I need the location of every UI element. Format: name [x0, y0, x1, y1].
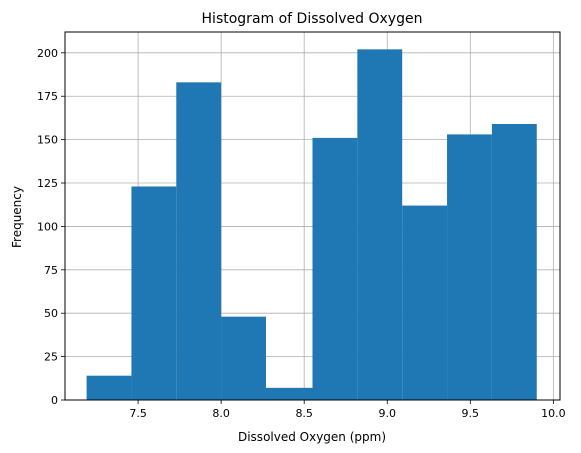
histogram-bar — [447, 134, 492, 400]
histogram-bar — [357, 49, 403, 400]
histogram-bar — [131, 186, 177, 400]
histogram-bar — [176, 82, 222, 400]
y-tick-label: 75 — [44, 264, 58, 277]
histogram-bar — [402, 205, 448, 400]
x-tick-label: 7.5 — [129, 407, 147, 420]
x-axis-label: Dissolved Oxygen (ppm) — [238, 430, 386, 444]
x-tick-label: 8.5 — [295, 407, 313, 420]
histogram-bar — [265, 387, 313, 400]
y-tick-label: 150 — [37, 134, 58, 147]
y-tick-label: 50 — [44, 307, 58, 320]
x-tick-label: 9.5 — [462, 407, 480, 420]
plot-frame — [64, 31, 561, 401]
histogram-bar — [221, 316, 266, 400]
y-tick-label: 25 — [44, 351, 58, 364]
x-tick-label: 10.0 — [541, 407, 566, 420]
y-tick-label: 125 — [37, 177, 58, 190]
y-axis-label: Frequency — [10, 186, 24, 248]
y-tick-label: 100 — [37, 220, 58, 233]
x-tick-label: 8.0 — [212, 407, 230, 420]
y-tick-label: 175 — [37, 90, 58, 103]
histogram-bar — [312, 137, 358, 401]
y-tick-label: 200 — [37, 47, 58, 60]
histogram-bar — [491, 124, 537, 400]
ticks-layer: 7.5 8.0 8.5 9.0 9.5 10.0 0 25 50 75 100 125 150 175 20… — [37, 47, 566, 420]
chart-title: Histogram of Dissolved Oxygen — [202, 11, 423, 27]
bars-layer — [86, 49, 537, 401]
y-tick-label: 0 — [51, 394, 58, 407]
histogram-bar — [86, 375, 132, 400]
x-tick-label: 9.0 — [378, 407, 396, 420]
